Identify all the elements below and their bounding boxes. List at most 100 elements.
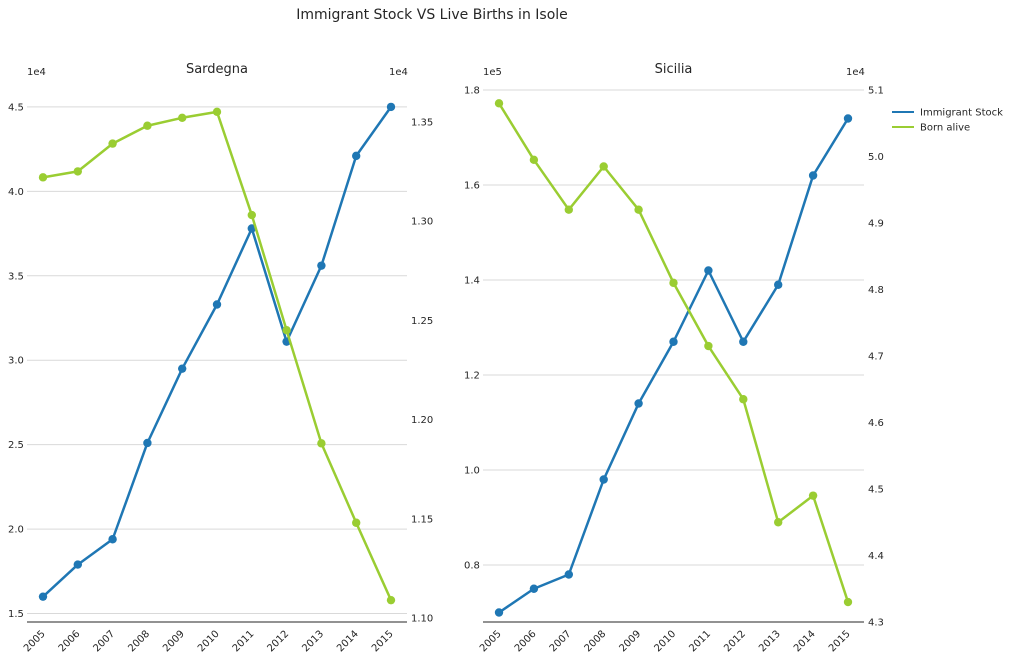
data-point-born-alive xyxy=(599,162,608,171)
x-tick-label: 2012 xyxy=(266,629,292,655)
left-tick-label: 3.5 xyxy=(8,271,24,282)
data-point-immigrant-stock xyxy=(739,337,748,346)
left-tick-label: 1.4 xyxy=(464,276,480,287)
x-tick-label: 2005 xyxy=(22,629,48,655)
left-tick-label: 1.0 xyxy=(464,466,480,477)
data-point-born-alive xyxy=(178,113,187,122)
data-point-immigrant-stock xyxy=(669,337,678,346)
data-point-immigrant-stock xyxy=(599,475,608,484)
left-tick-label: 1.5 xyxy=(8,609,24,620)
right-tick-label: 1.25 xyxy=(411,316,433,327)
data-point-born-alive xyxy=(386,595,396,605)
right-tick-label: 4.5 xyxy=(868,485,884,496)
panel-sardegna: Sardegna 1.5 2.0 2.5 3.0 3.5 4.0 4.5 1.10 1.15 1.2… xyxy=(8,62,433,654)
data-point-immigrant-stock xyxy=(704,266,713,275)
left-axis-offset-label: 1e5 xyxy=(483,67,502,78)
right-tick-label: 1.20 xyxy=(411,415,433,426)
data-point-immigrant-stock xyxy=(564,570,573,579)
data-point-immigrant-stock xyxy=(386,102,396,112)
x-tick-label: 2007 xyxy=(548,629,574,655)
figure-title: Immigrant Stock VS Live Births in Isole xyxy=(296,7,568,23)
series-line-born-alive xyxy=(497,102,850,603)
right-tick-label: 4.7 xyxy=(868,352,884,363)
x-tick-label: 2010 xyxy=(652,629,678,655)
right-tick-label: 5.1 xyxy=(868,86,884,97)
panel-title: Sardegna xyxy=(186,62,248,77)
data-point-born-alive xyxy=(529,155,539,165)
data-point-born-alive xyxy=(704,341,713,351)
right-tick-label: 1.10 xyxy=(411,614,433,625)
right-tick-label: 4.4 xyxy=(868,551,884,562)
data-point-immigrant-stock xyxy=(108,535,117,544)
panel-sicilia: Sicilia 0.8 1.0 1.2 1.4 1.6 1.8 4.3 4.4 4.5 4.6 4.7… xyxy=(464,62,884,654)
right-tick-label: 4.9 xyxy=(868,219,884,230)
legend-label-immigrant-stock: Immigrant Stock xyxy=(920,108,1003,119)
left-tick-label: 4.5 xyxy=(8,102,24,113)
right-axis-offset-label: 1e4 xyxy=(846,67,865,78)
left-tick-label: 0.8 xyxy=(464,561,480,572)
right-tick-label: 4.3 xyxy=(868,618,884,629)
data-point-immigrant-stock xyxy=(73,560,83,569)
data-point-born-alive xyxy=(38,173,48,182)
x-tick-label: 2009 xyxy=(161,629,187,655)
data-point-immigrant-stock xyxy=(178,364,187,373)
data-point-born-alive xyxy=(352,518,361,527)
data-point-immigrant-stock xyxy=(247,224,256,233)
x-tick-label: 2011 xyxy=(231,629,257,655)
x-tick-label: 2015 xyxy=(370,629,396,655)
panel-title: Sicilia xyxy=(655,62,693,77)
left-tick-label: 2.5 xyxy=(8,440,24,451)
data-point-born-alive xyxy=(143,121,152,130)
data-point-born-alive xyxy=(494,99,504,108)
data-point-born-alive xyxy=(634,205,643,214)
data-point-immigrant-stock xyxy=(317,261,326,270)
x-tick-label: 2014 xyxy=(335,629,361,655)
data-point-born-alive xyxy=(73,167,83,176)
data-point-immigrant-stock xyxy=(843,114,853,123)
x-tick-label: 2015 xyxy=(827,629,853,655)
data-point-born-alive xyxy=(212,107,222,117)
right-tick-label: 1.15 xyxy=(411,514,433,525)
left-tick-label: 2.0 xyxy=(8,525,24,536)
x-tick-label: 2011 xyxy=(687,629,713,655)
x-tick-label: 2010 xyxy=(196,629,222,655)
data-point-born-alive xyxy=(247,210,256,220)
right-tick-label: 5.0 xyxy=(868,152,884,163)
series-line-immigrant-stock xyxy=(498,117,850,614)
data-point-immigrant-stock xyxy=(529,584,539,593)
right-tick-label: 4.6 xyxy=(868,418,884,429)
left-tick-label: 1.8 xyxy=(464,86,480,97)
data-point-born-alive xyxy=(108,139,117,148)
x-tick-label: 2008 xyxy=(126,629,152,655)
right-axis-offset-label: 1e4 xyxy=(389,67,408,78)
data-point-immigrant-stock xyxy=(774,280,783,289)
legend: Immigrant Stock Born alive xyxy=(892,108,1003,134)
data-point-born-alive xyxy=(774,518,783,527)
left-tick-label: 4.0 xyxy=(8,187,24,198)
data-point-immigrant-stock xyxy=(38,592,48,601)
x-tick-label: 2005 xyxy=(478,629,504,655)
data-point-born-alive xyxy=(564,205,573,214)
data-point-born-alive xyxy=(739,395,748,404)
data-point-immigrant-stock xyxy=(808,171,818,180)
left-tick-label: 1.2 xyxy=(464,371,480,382)
right-tick-label: 1.30 xyxy=(411,217,433,228)
right-tick-label: 4.8 xyxy=(868,285,884,296)
data-point-immigrant-stock xyxy=(494,608,504,617)
data-point-immigrant-stock xyxy=(212,300,222,309)
data-point-born-alive xyxy=(808,491,818,500)
data-point-born-alive xyxy=(317,439,326,448)
series-line-immigrant-stock xyxy=(42,106,393,598)
data-point-born-alive xyxy=(843,597,853,607)
left-axis-offset-label: 1e4 xyxy=(27,67,46,78)
data-point-immigrant-stock xyxy=(143,438,152,448)
x-tick-label: 2009 xyxy=(618,629,644,655)
legend-label-born-alive: Born alive xyxy=(920,123,970,134)
x-tick-label: 2006 xyxy=(513,629,539,655)
series-line-born-alive xyxy=(42,110,393,601)
x-tick-label: 2014 xyxy=(792,629,818,655)
data-point-born-alive xyxy=(669,278,678,288)
right-tick-label: 1.35 xyxy=(411,117,433,128)
x-tick-label: 2013 xyxy=(757,629,783,655)
